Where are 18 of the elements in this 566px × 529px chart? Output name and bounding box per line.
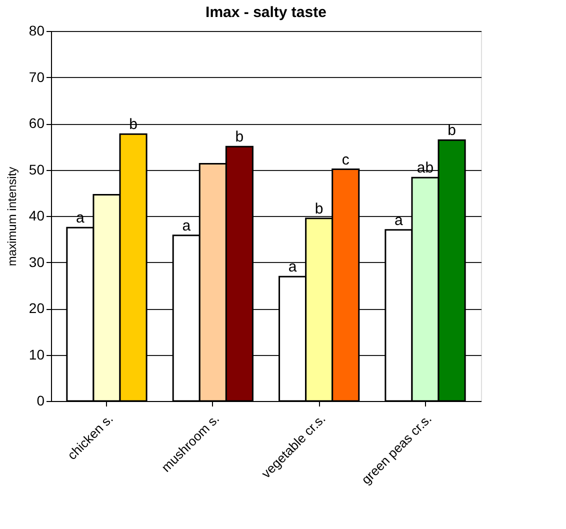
y-tick-label: 40 — [28, 208, 45, 224]
data-label: a — [394, 212, 404, 229]
y-tick-label: 20 — [28, 300, 45, 316]
y-tick-label: 70 — [28, 68, 45, 85]
y-tick-label: 80 — [28, 22, 45, 38]
y-tick-label: 0 — [36, 392, 45, 408]
y-axis-title: maximum intensity — [4, 166, 19, 266]
y-tick-label: 10 — [28, 346, 45, 362]
data-label: a — [288, 258, 298, 276]
y-tick-label: 50 — [28, 161, 45, 178]
chart-title: Imax - salty taste — [206, 4, 326, 21]
data-label: c — [342, 151, 350, 168]
y-tick-label: 60 — [28, 115, 45, 131]
data-label: b — [235, 128, 244, 146]
data-label: b — [448, 122, 456, 140]
y-tick-label: 30 — [28, 254, 45, 270]
data-label: a — [182, 217, 192, 234]
data-label: b — [314, 200, 324, 218]
